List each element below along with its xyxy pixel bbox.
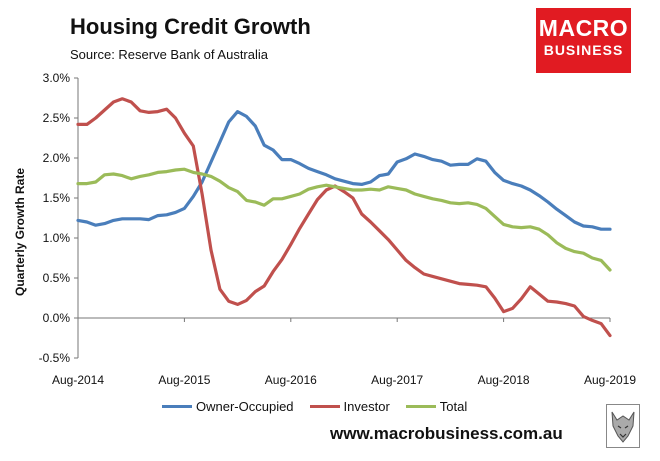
- website-url: www.macrobusiness.com.au: [330, 424, 563, 443]
- legend-swatch-owner: [162, 405, 192, 408]
- wolf-icon: [606, 404, 640, 448]
- x-tick-label: Aug-2017: [371, 373, 423, 387]
- legend-swatch-investor: [309, 405, 340, 408]
- y-tick-label: 3.0%: [43, 71, 71, 85]
- legend-item-owner: Owner-Occupied: [162, 399, 294, 414]
- y-tick-label: 1.5%: [43, 191, 71, 205]
- line-chart: -0.5% 0.0% 0.5% 1.0% 1.5% 2.0% 2.5% 3.0% Aug-201…: [39, 71, 637, 387]
- legend-label-investor: Investor: [343, 399, 390, 414]
- series-line-total: [76, 167, 612, 272]
- y-tick-label: 0.0%: [43, 311, 71, 325]
- y-tick-label: 2.0%: [43, 151, 71, 165]
- series-line-investor: [76, 97, 612, 338]
- legend-swatch-total: [405, 405, 436, 408]
- legend-label-total: Total: [439, 399, 468, 414]
- x-tick-label: Aug-2015: [158, 373, 210, 387]
- chart-subtitle: Source: Reserve Bank of Australia: [70, 47, 268, 62]
- legend-item-total: Total: [405, 399, 468, 414]
- y-tick-label: 2.5%: [43, 111, 71, 125]
- x-tick-label: Aug-2019: [584, 373, 636, 387]
- x-tick-label: Aug-2018: [478, 373, 530, 387]
- legend-item-investor: Investor: [309, 399, 390, 414]
- x-tick-label: Aug-2014: [52, 373, 104, 387]
- logo-line-2: BUSINESS: [543, 42, 624, 58]
- x-tick-label: Aug-2016: [265, 373, 317, 387]
- y-tick-label: 0.5%: [43, 271, 71, 285]
- series-line-owner-occupied: [76, 109, 612, 231]
- y-tick-label: -0.5%: [39, 351, 71, 365]
- legend: Owner-Occupied Investor Total: [162, 399, 473, 414]
- chart-title: Housing Credit Growth: [70, 14, 311, 39]
- logo-line-1: MACRO: [538, 15, 629, 41]
- legend-label-owner: Owner-Occupied: [196, 399, 294, 414]
- macrobusiness-logo: MACRO BUSINESS: [536, 8, 631, 73]
- y-tick-label: 1.0%: [43, 231, 71, 245]
